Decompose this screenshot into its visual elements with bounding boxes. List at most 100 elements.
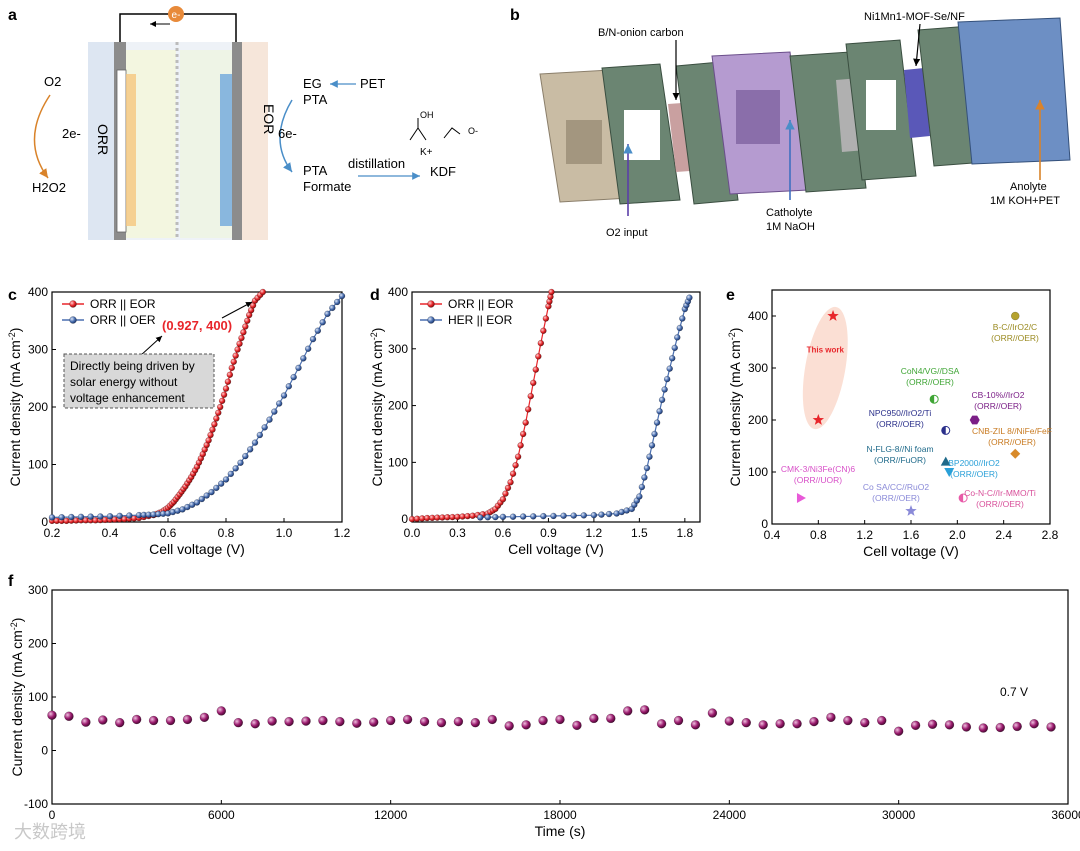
data-point [236,340,243,347]
data-point [643,464,651,472]
legend-marker [69,316,77,324]
data-point [542,315,550,322]
x-axis-label: Cell voltage (V) [863,543,959,559]
point-label: (ORR//OER) [988,437,1036,447]
data-point [502,490,509,497]
data-point [216,403,224,411]
svg-text:OH: OH [420,110,434,120]
svg-text:Formate: Formate [303,179,351,194]
anode-catalyst [220,74,232,226]
svg-text:K+: K+ [420,147,433,158]
panel-letter-b: b [510,7,520,24]
this-work-highlight [802,306,848,430]
data-point [648,442,656,449]
data-point [304,345,312,352]
data-point [333,298,341,306]
data-point [218,397,226,405]
data-point [668,355,676,362]
data-point [319,319,326,326]
legend-marker [69,300,77,308]
data-point [944,720,955,730]
data-point [222,476,230,483]
series-line [51,295,343,518]
voltage-annotation: 0.7 V [1000,685,1028,699]
y-tick-label: 300 [388,342,408,356]
data-point [402,714,413,725]
data-point [271,408,278,415]
data-point [656,408,663,415]
data-point [68,513,75,521]
data-point [301,716,311,726]
x-tick-label: 1.2 [586,526,603,540]
data-point [910,720,921,731]
data-point [318,715,328,726]
svg-text:PTA: PTA [303,92,328,107]
svg-text:EG: EG [303,76,322,91]
panel-f: f 060001200018000240003000036000-1000100… [8,573,1080,839]
data-point [540,512,547,520]
point-label: (ORR//FuOR) [874,455,926,465]
data-point [227,470,235,478]
data-point [580,512,588,519]
data-point [226,371,234,379]
data-point [81,717,91,727]
x-tick-label: 18000 [543,808,577,822]
data-point-star [812,414,825,425]
data-point [295,364,302,372]
svg-text:Current density (mA cm-2): Current density (mA cm-2) [9,618,25,777]
x-tick-label: 0.8 [218,526,235,540]
svg-text:PET: PET [360,76,385,91]
data-point [572,720,582,731]
data-point [775,719,785,729]
data-point-circle [1011,311,1020,321]
point-label: (ORR//OER) [976,499,1024,509]
data-point-half [930,395,935,404]
data-point [622,706,633,716]
data-point [487,714,498,725]
data-point [530,379,537,387]
x-tick-label: 2.8 [1042,528,1059,542]
data-point [504,721,514,731]
point-label: B-C//IrO2/C [993,322,1037,332]
data-point [309,335,317,343]
svg-text:O2 input: O2 input [606,227,648,239]
legend-label: ORR || OER [90,313,156,327]
x-tick-label: 1.8 [676,526,693,540]
data-point-triangle [796,493,806,503]
data-point-triangle [940,456,951,466]
data-point [540,327,547,335]
x-tick-label: 36000 [1051,808,1080,822]
data-point [165,715,176,726]
data-point [213,415,220,422]
data-point [233,717,244,728]
y-tick-label: 0 [401,512,408,526]
anode-plate [232,42,242,240]
svg-text:Current density (mA cm-2): Current density (mA cm-2) [7,328,23,487]
data-point [598,511,605,518]
svg-text:ORR: ORR [95,124,111,155]
svg-text:d: d [370,287,380,304]
data-point [522,419,529,426]
data-point [606,713,616,724]
data-point [656,719,667,729]
data-point [385,715,396,726]
y-tick-label: 300 [748,361,768,375]
point-label: CoN4/VG//DSA [901,366,960,376]
x-tick-label: 6000 [208,808,235,822]
data-point [64,711,74,722]
svg-text:EOR: EOR [261,104,277,134]
svg-text:1M KOH+PET: 1M KOH+PET [990,195,1060,207]
y-axis-label: Current density (mA cm-2) [369,328,385,487]
data-point [843,715,853,726]
data-point [537,339,545,347]
y-tick-label: 200 [28,637,48,651]
data-point [97,513,104,520]
data-point [419,716,430,727]
svg-text:H2O2: H2O2 [32,180,66,195]
data-point [961,722,972,732]
data-point-hexagon [969,415,980,425]
panel-a: a e- O2 2e- ORR H2O2 EOR 6e- EG PTA PET … [8,6,478,240]
svg-text:Current density (mA cm-2): Current density (mA cm-2) [727,328,743,487]
data-point [250,719,260,729]
